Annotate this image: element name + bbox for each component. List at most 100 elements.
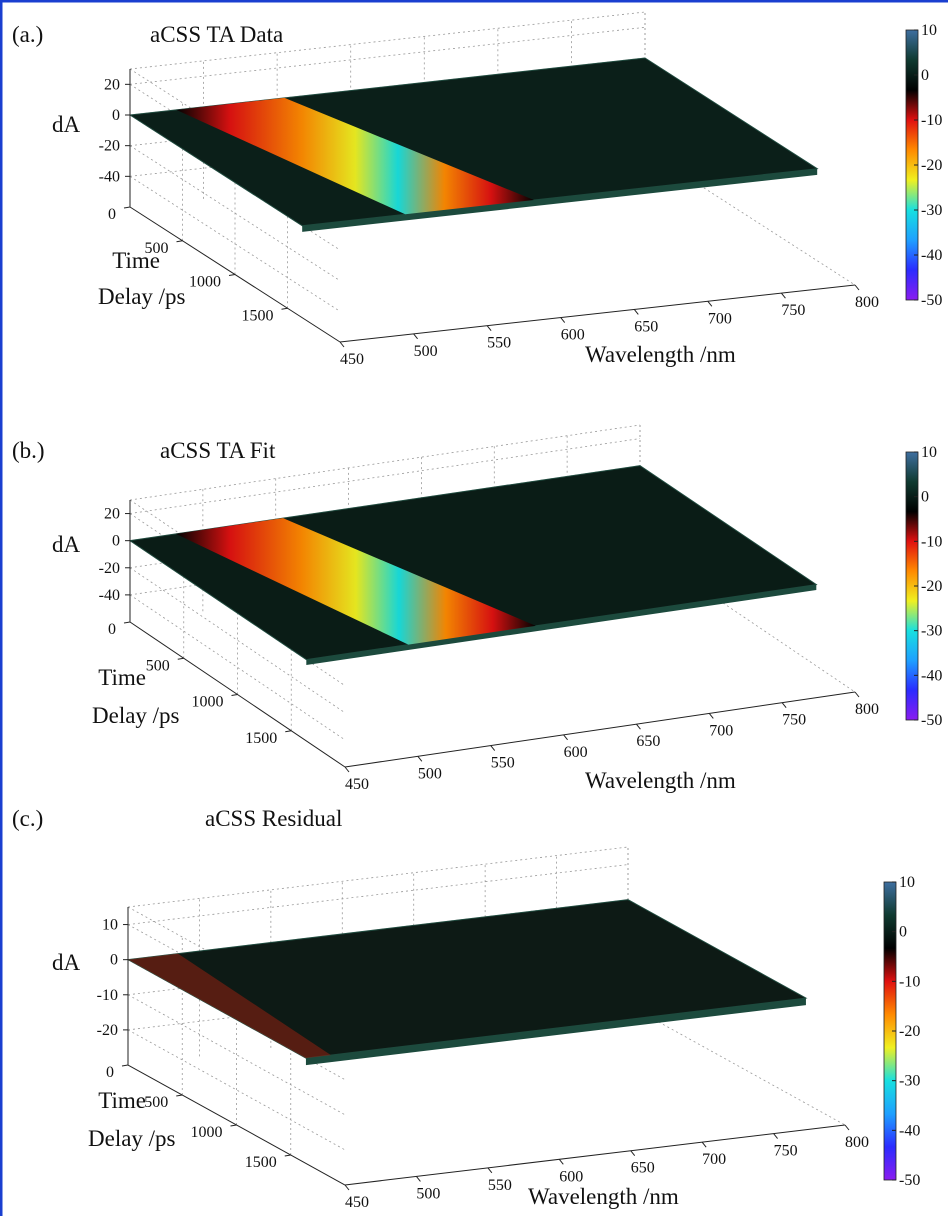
x-tick-label: 450 — [340, 351, 364, 368]
x-tick — [630, 1150, 636, 1157]
surface-band — [175, 518, 536, 645]
panel: 450 500 550 600 650 700 750 800 0 500 1000 1500 10 0 -… — [12, 806, 920, 1211]
grid-line — [127, 994, 346, 1116]
x-axis — [339, 284, 856, 343]
surface-speckle — [128, 953, 331, 1059]
x-tick-label: 550 — [491, 755, 515, 772]
x-axis-label: Wavelength /nm — [528, 1184, 679, 1209]
z-tick-label: -10 — [97, 987, 118, 1004]
grid-line — [129, 594, 346, 741]
x-tick — [708, 713, 714, 719]
x-tick — [854, 691, 860, 698]
x-tick — [344, 766, 350, 773]
colorbar-tick-label: -30 — [899, 1073, 920, 1090]
x-tick — [701, 1141, 707, 1148]
x-tick-label: 750 — [782, 712, 806, 729]
x-axis-label: Wavelength /nm — [585, 342, 736, 367]
panel: 450 500 550 600 650 700 750 800 0 500 1000 1500 20 0 -… — [12, 424, 942, 793]
y-tick-label: 1000 — [192, 694, 224, 711]
surface-edge — [306, 584, 817, 665]
colorbar-tick-label: 10 — [899, 874, 915, 891]
grid-line — [129, 438, 641, 514]
x-tick-label: 500 — [416, 1185, 440, 1202]
x-tick — [339, 341, 345, 348]
y-tick-label: 500 — [145, 240, 169, 257]
x-tick — [854, 284, 860, 291]
y-tick — [123, 621, 131, 624]
y-tick — [285, 730, 292, 733]
panel-title: aCSS TA Fit — [160, 438, 276, 463]
z-axis-label: dA — [52, 112, 81, 137]
z-tick-label: 0 — [112, 107, 120, 124]
y-tick-label: 0 — [106, 1064, 114, 1081]
colorbar-tick-label: -50 — [899, 1172, 920, 1189]
x-tick — [707, 300, 713, 307]
y-tick — [228, 274, 236, 276]
colorbar-tick-label: -30 — [921, 202, 942, 219]
x-tick — [781, 702, 787, 709]
grid-line — [129, 83, 341, 220]
panel-label: (a.) — [12, 22, 43, 47]
panel-label: (b.) — [12, 438, 45, 463]
z-tick-label: -40 — [99, 168, 120, 185]
x-tick-label: 600 — [561, 327, 585, 344]
box-edge — [129, 68, 341, 205]
x-tick-label: 700 — [708, 310, 732, 327]
x-tick-label: 600 — [564, 744, 588, 761]
x-axis — [344, 1124, 846, 1186]
grid-line — [129, 175, 341, 312]
colorbar-tick-label: -10 — [921, 533, 942, 550]
y-tick — [284, 1154, 291, 1157]
y-tick — [123, 206, 131, 209]
x-tick-label: 800 — [845, 1134, 869, 1151]
x-tick — [558, 1158, 564, 1165]
y-tick-label: 1500 — [242, 307, 274, 324]
y-tick-label: 500 — [144, 1094, 168, 1111]
colorbar-tick-label: -30 — [921, 623, 942, 640]
colorbar-tick-label: -20 — [899, 1023, 920, 1040]
box-edge — [639, 546, 856, 693]
x-tick — [636, 723, 641, 730]
x-tick-label: 650 — [636, 733, 660, 750]
y-tick — [231, 694, 238, 696]
x-tick — [560, 317, 566, 323]
x-tick — [781, 292, 786, 299]
colorbar-tick-label: -20 — [921, 578, 942, 595]
y-tick-label: 1000 — [191, 1124, 223, 1141]
z-tick-label: 20 — [104, 506, 120, 523]
box-edge — [129, 11, 646, 70]
z-tick-label: 0 — [110, 952, 118, 969]
panel: 450 500 550 600 650 700 750 800 0 500 1000 1500 20 0 -… — [12, 11, 942, 368]
x-tick-label: 500 — [418, 765, 442, 782]
colorbar-tick-label: -20 — [921, 157, 942, 174]
x-tick-label: 600 — [559, 1168, 583, 1185]
y-tick — [281, 307, 288, 310]
x-tick-label: 700 — [709, 722, 733, 739]
z-axis-label: dA — [52, 950, 81, 975]
box-edge — [627, 1004, 846, 1126]
x-tick — [487, 1167, 493, 1174]
box-edge — [127, 846, 629, 908]
colorbar-tick-label: 10 — [921, 22, 937, 39]
x-axis — [344, 691, 856, 768]
colorbar-tick-label: 0 — [921, 67, 929, 84]
y-tick — [176, 1094, 183, 1097]
y-tick-label: 500 — [146, 657, 170, 674]
x-axis-label: Wavelength /nm — [585, 768, 736, 793]
y-tick-label: 1000 — [189, 274, 221, 291]
y-tick-label: 0 — [108, 621, 116, 638]
grid-line — [127, 1029, 346, 1151]
x-tick — [490, 745, 496, 751]
z-tick-label: -20 — [97, 1022, 118, 1039]
z-axis-label: dA — [52, 532, 81, 557]
y-tick — [176, 240, 183, 243]
z-tick-label: 10 — [102, 917, 118, 934]
surface-edge — [305, 998, 806, 1066]
y-tick-label: 1500 — [245, 1154, 277, 1171]
y-axis-label: Time — [98, 665, 146, 690]
surface-band — [176, 97, 534, 215]
y-axis-label: Delay /ps — [98, 284, 186, 309]
panel-title: aCSS Residual — [205, 806, 342, 831]
